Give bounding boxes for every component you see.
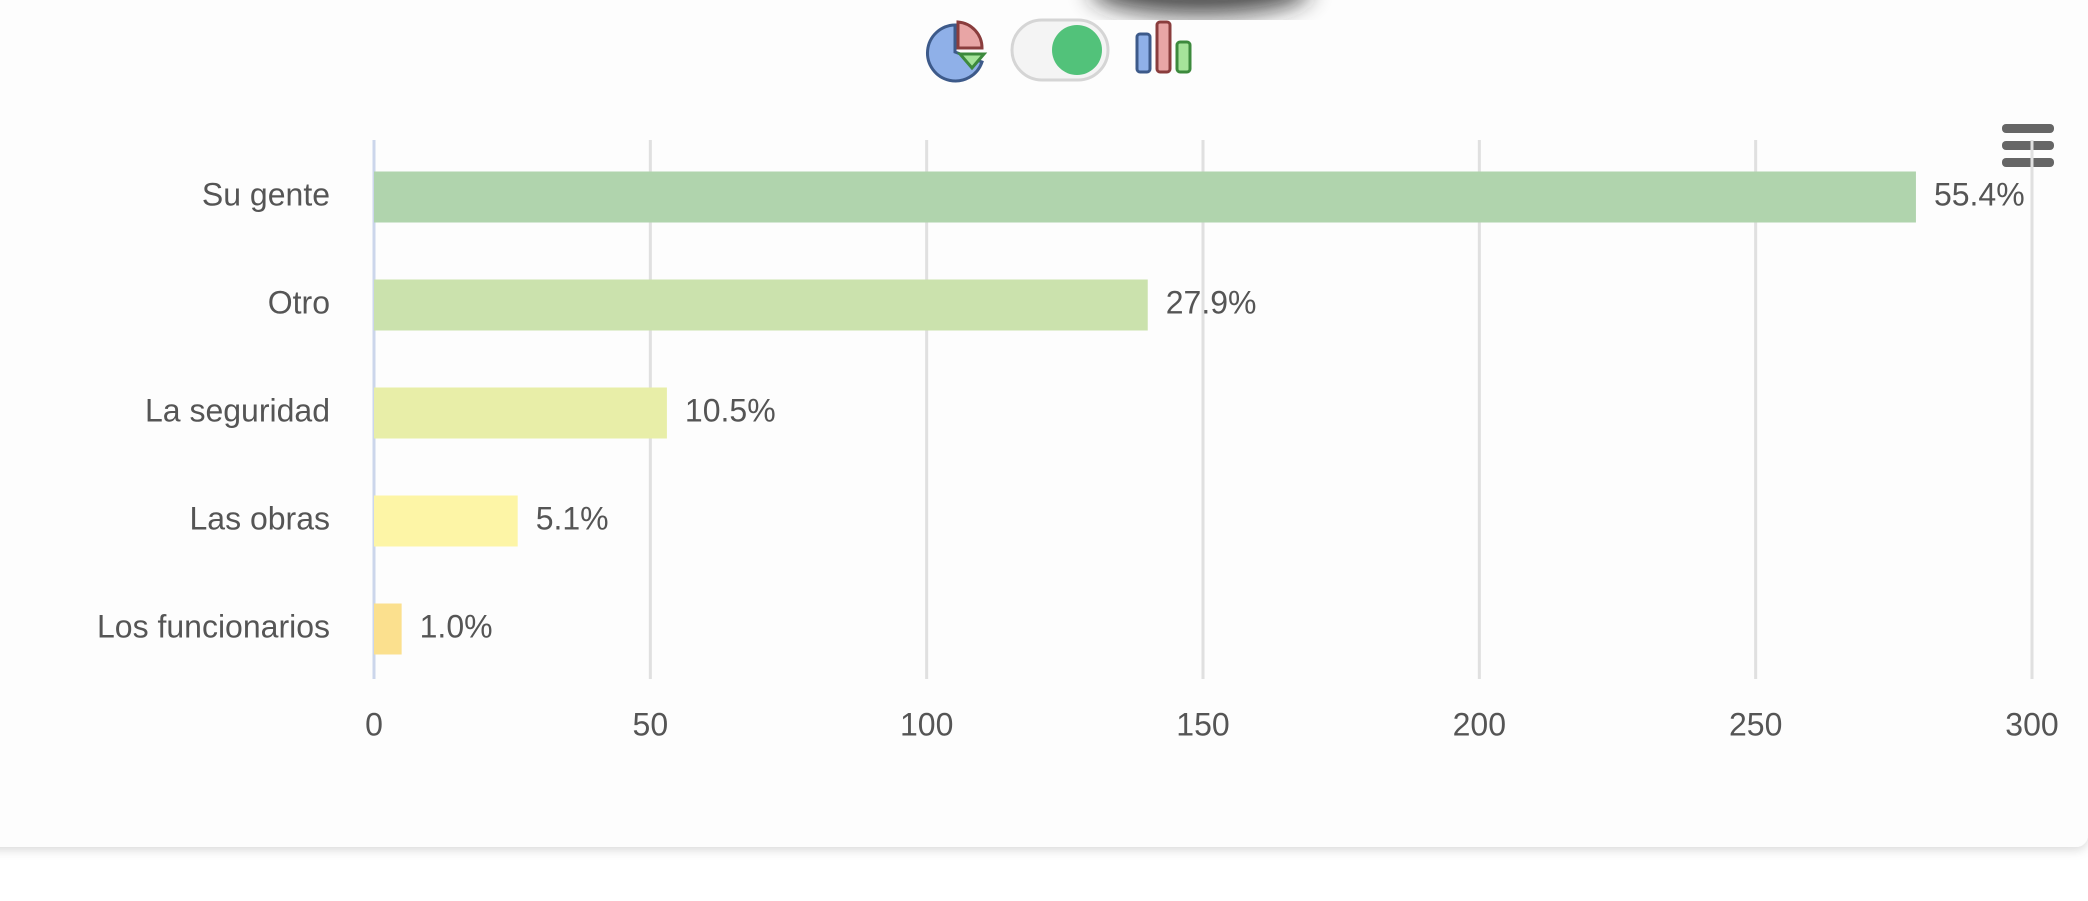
y-tick-label: Las obras [189, 500, 330, 536]
x-tick-label: 50 [633, 706, 669, 742]
bar [374, 171, 1916, 223]
bar [374, 387, 667, 439]
x-tick-label: 200 [1453, 706, 1506, 742]
bar-icon[interactable] [1135, 20, 1192, 74]
bar [374, 603, 402, 655]
bar [374, 279, 1148, 331]
plot: 0 50 100 150 200 250 300 Su gente 55.4% Otro 27.9%… [97, 140, 2059, 742]
y-tick-label: La seguridad [145, 392, 330, 428]
x-tick-label: 250 [1729, 706, 1782, 742]
pie-icon[interactable] [925, 20, 988, 83]
x-tick-label: 100 [900, 706, 953, 742]
x-tick-label: 300 [2005, 706, 2058, 742]
data-label: 5.1% [536, 500, 609, 536]
y-tick-label: Los funcionarios [97, 608, 330, 644]
bar [374, 495, 518, 547]
data-label: 1.0% [420, 608, 493, 644]
x-tick-label: 0 [365, 706, 383, 742]
data-label: 27.9% [1166, 284, 1257, 320]
tooltip-shadow [1099, 0, 1301, 15]
y-tick-label: Otro [268, 284, 330, 320]
chart-type-toggle[interactable] [1010, 18, 1110, 82]
x-tick-label: 150 [1176, 706, 1229, 742]
y-tick-label: Su gente [202, 176, 330, 212]
data-label: 10.5% [685, 392, 776, 428]
data-label: 55.4% [1934, 176, 2025, 212]
menu-button[interactable] [2002, 124, 2054, 167]
